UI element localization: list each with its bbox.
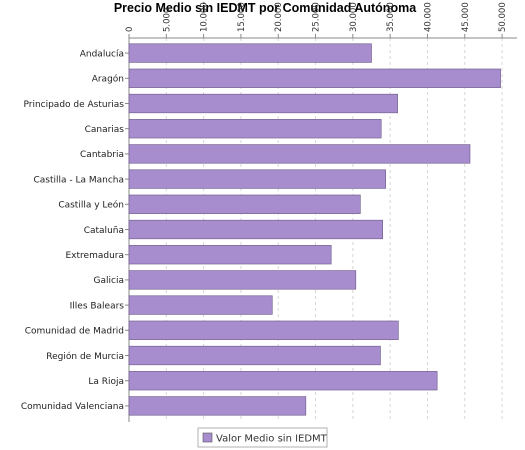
- category-labels: Andalucía Aragón Principado de Asturias Can…: [21, 49, 124, 412]
- bar: [128, 194, 361, 214]
- x-tick-label: 15.000: [237, 2, 247, 32]
- legend-box: [197, 427, 328, 448]
- x-tick-label: 10.000: [200, 2, 210, 32]
- category-label: Galicia: [94, 276, 124, 286]
- x-tick-label: 20.000: [274, 2, 284, 32]
- x-tick-label: 25.000: [312, 2, 322, 32]
- bar: [128, 295, 273, 315]
- x-tick-label: 50.000: [498, 2, 508, 32]
- category-label: Canarias: [85, 125, 125, 135]
- bar: [128, 43, 372, 63]
- category-label: Illes Balears: [70, 301, 125, 311]
- category-label: La Rioja: [88, 377, 124, 387]
- category-label: Cantabria: [80, 150, 124, 160]
- x-tick-label: 35.000: [386, 2, 396, 32]
- legend-label: Valor Medio sin IEDMT: [216, 434, 328, 445]
- x-tick-label: 40.000: [423, 2, 433, 32]
- chart-title: Precio Medio sin IEDMT por Comunidad Aut…: [114, 1, 417, 15]
- bar: [128, 93, 398, 114]
- category-label: Castilla y León: [58, 200, 124, 211]
- x-tick-label: 30.000: [349, 2, 359, 32]
- bar: [128, 371, 438, 391]
- x-tick-label: 45.000: [461, 2, 471, 32]
- category-label: Comunidad de Madrid: [25, 327, 124, 337]
- bar: [128, 270, 357, 290]
- bar: [128, 345, 381, 366]
- bar: [128, 169, 386, 189]
- category-label: Principado de Asturias: [23, 100, 124, 110]
- bar: [128, 320, 399, 340]
- bar: [128, 219, 383, 240]
- category-label: Cataluña: [84, 226, 124, 236]
- x-tick-label: 0: [125, 27, 135, 32]
- category-label: Aragón: [92, 74, 124, 85]
- bars: [128, 43, 501, 416]
- category-label: Extremadura: [66, 251, 125, 261]
- bar: [128, 68, 501, 88]
- bar: [128, 396, 307, 416]
- legend: Valor Medio sin IEDMT: [197, 427, 328, 448]
- bar: [128, 245, 332, 265]
- category-label: Castilla - La Mancha: [33, 175, 124, 185]
- category-label: Andalucía: [80, 49, 124, 59]
- category-label: Región de Murcia: [46, 351, 124, 362]
- x-tick-label: 5.000: [162, 8, 172, 32]
- bar: [128, 119, 382, 139]
- category-label: Comunidad Valenciana: [21, 402, 124, 412]
- bar: [128, 144, 471, 164]
- legend-swatch: [202, 432, 213, 443]
